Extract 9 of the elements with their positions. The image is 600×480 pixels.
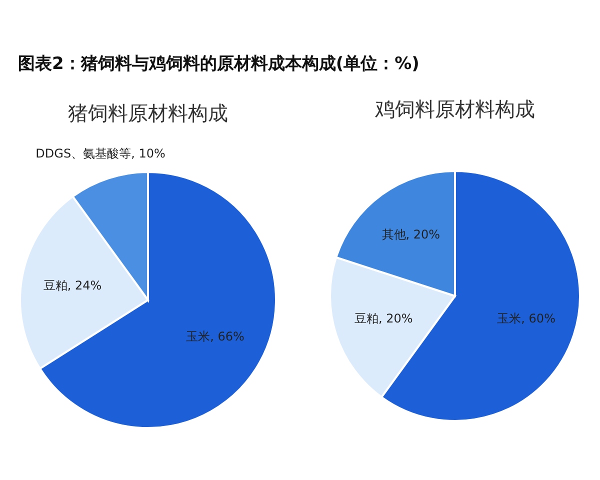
slice-label: 豆粕, 24% <box>43 278 102 294</box>
text: 图表2：猪饲料与鸡饲料的原材料成本构成(单位：%) <box>18 53 420 75</box>
slice-label: DDGS、氨基酸等, 10% <box>36 146 166 162</box>
slice-label: 玉米, 66% <box>186 329 244 344</box>
slice-label: 玉米, 60% <box>497 312 556 327</box>
slice-label: 豆粕, 20% <box>354 312 413 327</box>
chart-title: 鸡饲料原材料构成 <box>375 96 535 123</box>
slice-label: 其他, 20% <box>382 228 440 243</box>
chart-title: 猪饲料原材料构成 <box>68 100 228 127</box>
